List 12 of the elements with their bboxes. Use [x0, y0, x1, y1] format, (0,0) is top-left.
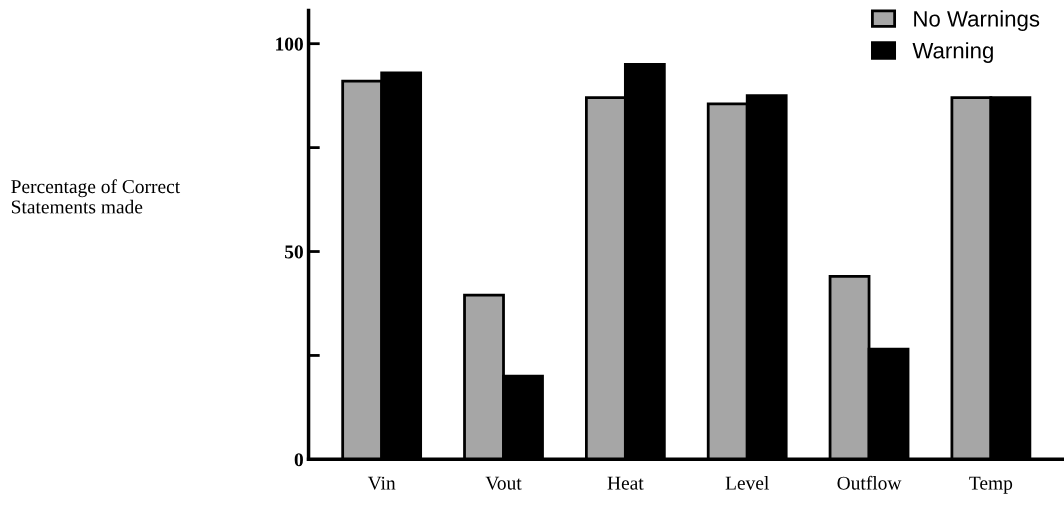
legend-label: No Warnings: [914, 10, 1040, 32]
x-tick-label: Vout: [485, 476, 522, 490]
y-axis-title: Percentage of Correct Statements made: [11, 179, 181, 214]
legend-label: Warning: [912, 42, 993, 63]
x-tick-label: Vin: [367, 476, 396, 490]
y-tick-label: 50: [285, 245, 303, 259]
y-tick-label: 0: [294, 453, 303, 467]
x-tick-label: Temp: [969, 476, 1013, 494]
y-tick-label: 100: [276, 37, 303, 51]
x-tick-label: Heat: [607, 476, 644, 490]
x-tick-label: Level: [725, 476, 769, 490]
x-tick-label: Outflow: [837, 475, 902, 490]
